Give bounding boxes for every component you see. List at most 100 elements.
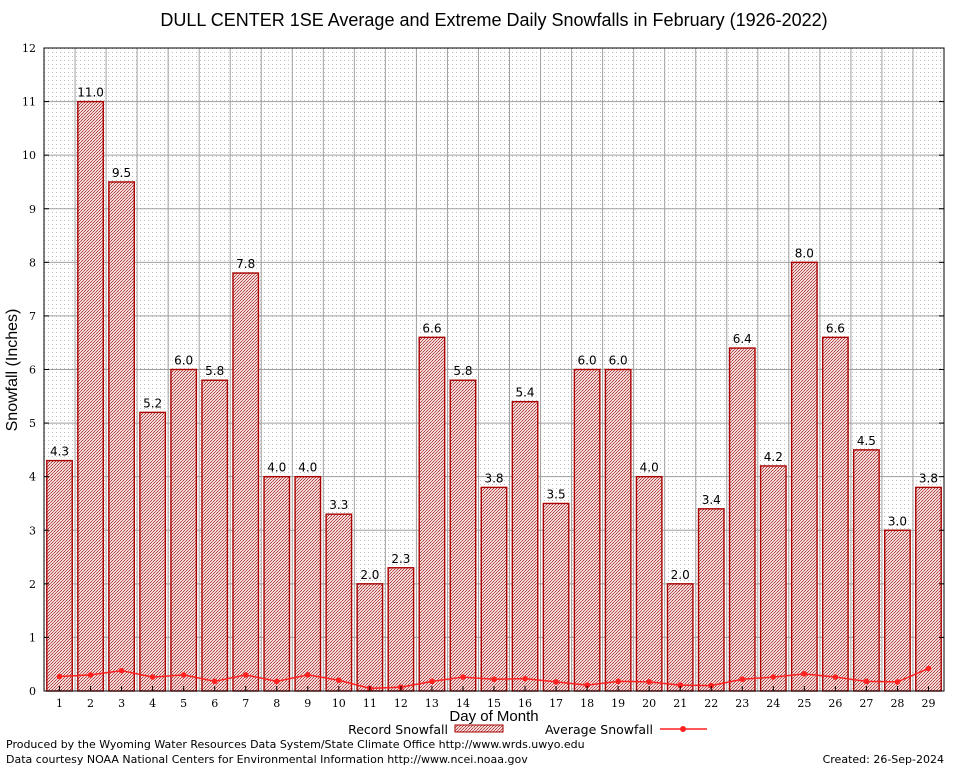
record-bar [511,400,539,692]
average-point [149,674,156,680]
x-tick-label: 1 [56,697,63,710]
average-point [584,682,590,688]
record-value-label: 3.4 [702,493,721,507]
y-tick-label: 6 [29,364,36,377]
average-point [615,678,621,685]
record-bar [232,272,260,692]
record-bars [46,100,942,692]
record-value-label: 5.8 [205,364,224,378]
record-bar [604,368,632,692]
record-bar [139,411,167,692]
average-point [460,674,466,680]
record-value-label: 3.3 [329,498,348,512]
x-tick-label: 23 [735,697,749,710]
y-tick-label: 12 [22,42,36,55]
record-value-label: 6.4 [733,332,752,346]
average-point [677,682,684,688]
record-bar [728,347,756,692]
chart-title: DULL CENTER 1SE Average and Extreme Dail… [160,10,827,30]
y-tick-label: 9 [29,203,36,216]
record-value-label: 6.6 [422,321,441,335]
record-bar [480,486,508,692]
x-tick-label: 11 [363,697,377,710]
footer-created-date: Created: 26-Sep-2024 [823,753,944,766]
record-bar [77,100,104,692]
average-point [304,672,311,678]
y-tick-label: 10 [22,149,36,162]
average-point [863,678,870,685]
x-tick-label: 28 [890,697,904,710]
record-bar [108,181,136,692]
average-point [770,674,777,680]
record-bar [790,261,818,692]
y-tick-label: 0 [29,685,36,698]
x-tick-label: 26 [828,697,842,710]
record-value-label: 4.3 [50,445,69,459]
x-tick-label: 20 [642,697,656,710]
footer-data-courtesy: Data courtesy NOAA National Centers for … [6,753,528,766]
record-value-label: 6.0 [578,354,597,368]
record-bar [294,475,322,692]
record-value-label: 6.0 [609,354,628,368]
average-point [708,682,715,689]
record-value-label: 3.5 [547,487,566,501]
record-value-label: 2.0 [360,568,379,582]
x-tick-label: 18 [580,697,594,710]
record-bar [356,583,384,692]
record-value-label: 3.8 [484,471,503,485]
record-value-label: 5.2 [143,396,162,410]
average-point [118,667,125,674]
legend: Record Snowfall Average Snowfall [348,722,707,737]
y-tick-label: 3 [29,524,36,537]
record-value-label: 2.0 [671,568,690,582]
x-axis-ticks: 1 2 3 4 5 6 7 8 9 10 11 12 13 14 15 16 17 18 19 20 21 22 23 24 2… [56,686,935,710]
record-bar [263,475,291,692]
x-tick-label: 25 [797,697,811,710]
x-tick-label: 21 [673,697,687,710]
record-bar [915,486,942,692]
record-value-label: 8.0 [795,246,814,260]
average-point [491,676,497,683]
average-point [87,672,94,678]
x-tick-label: 2 [87,697,94,710]
average-point [894,679,901,685]
average-point [553,679,559,685]
x-tick-label: 9 [304,697,311,710]
average-point [739,676,746,683]
record-value-labels: 4.3 11.0 9.5 5.2 6.0 5.8 7.8 4.0 4.0 3.3 2.0 2.3 6.6… [50,86,938,582]
record-value-label: 2.3 [391,552,410,566]
average-point [646,679,652,685]
record-bar [852,449,880,692]
record-bar [449,379,477,692]
record-value-label: 4.2 [764,450,783,464]
x-tick-label: 3 [118,697,125,710]
footer-produced-by: Produced by the Wyoming Water Resources … [6,738,585,751]
average-point [180,672,187,678]
record-value-label: 3.8 [919,471,938,485]
y-tick-label: 8 [29,256,36,269]
record-bar [201,379,229,692]
vertical-gridlines [74,48,914,691]
average-point [801,671,808,677]
record-value-label: 4.0 [298,461,317,475]
record-value-label: 6.6 [826,321,845,335]
x-tick-label: 8 [273,697,280,710]
record-value-label: 7.8 [236,257,255,271]
x-tick-label: 10 [332,697,346,710]
x-tick-label: 19 [611,697,625,710]
x-tick-label: 14 [456,697,470,710]
record-bar [542,502,570,692]
y-tick-label: 5 [29,417,36,430]
x-tick-label: 16 [518,697,532,710]
record-bar [387,567,415,692]
record-bar [697,508,725,692]
record-bar [821,336,849,692]
x-tick-label: 27 [859,697,873,710]
record-bar [884,529,911,692]
record-value-label: 9.5 [112,166,131,180]
x-tick-label: 24 [766,697,780,710]
x-tick-label: 5 [180,697,187,710]
y-tick-label: 4 [29,471,36,484]
